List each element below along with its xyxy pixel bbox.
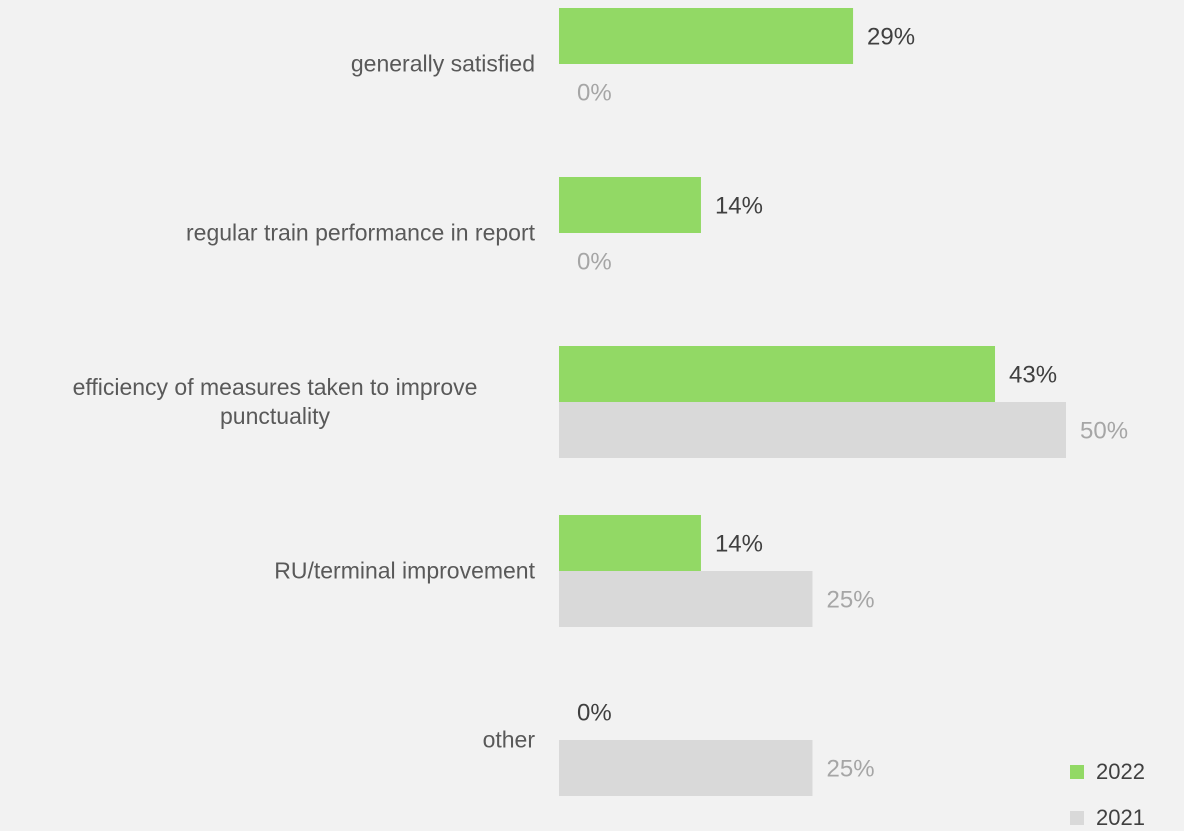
category-label: other [482,726,535,753]
value-label: 50% [1080,417,1128,444]
value-label: 43% [1009,361,1057,388]
bar [559,515,701,571]
value-label: 25% [827,586,875,613]
bar [559,177,701,233]
category-label: efficiency of measures taken to improve … [72,374,478,429]
bar [559,571,813,627]
value-label: 0% [577,248,612,275]
category-label: RU/terminal improvement [274,557,535,584]
category-label: regular train performance in report [186,219,535,246]
value-label: 0% [577,79,612,106]
legend-label: 2021 [1096,805,1145,830]
category-label: generally satisfied [350,50,535,77]
value-label: 14% [715,192,763,219]
legend-swatch [1070,765,1084,779]
bar [559,740,813,796]
bar [559,8,854,64]
value-label: 14% [715,530,763,557]
bar [559,346,996,402]
value-label: 0% [577,699,612,726]
legend-swatch [1070,811,1084,825]
value-label: 25% [827,755,875,782]
bar [559,402,1066,458]
value-label: 29% [867,23,915,50]
legend-label: 2022 [1096,759,1145,784]
